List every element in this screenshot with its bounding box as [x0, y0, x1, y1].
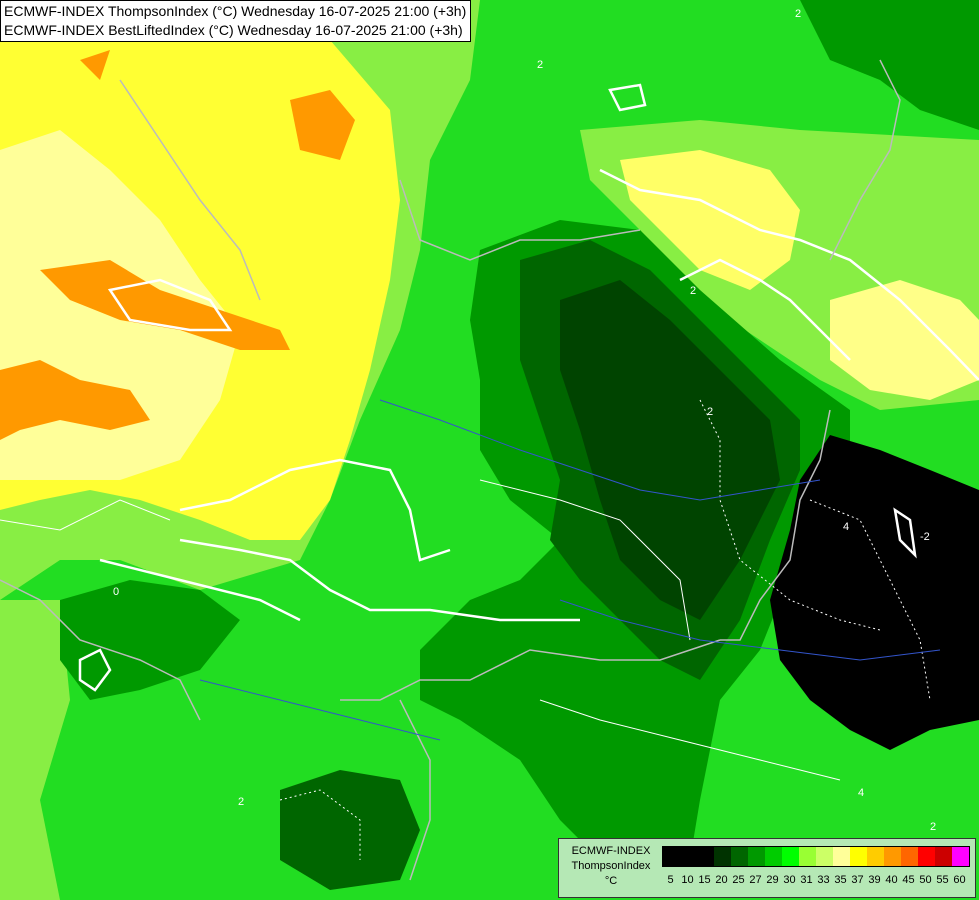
legend-tick-label: 25 — [732, 874, 745, 886]
contour-label: 2 — [238, 796, 244, 808]
legend-tick-label: 20 — [715, 874, 728, 886]
legend-tick-label: 33 — [817, 874, 830, 886]
legend-swatch — [680, 847, 697, 866]
legend-tick-label: 30 — [783, 874, 796, 886]
legend-tick-label: 45 — [902, 874, 915, 886]
contour-label: 4 — [858, 787, 864, 799]
black-region-east — [770, 435, 979, 750]
contour-label: 0 — [113, 586, 119, 598]
legend-swatch — [782, 847, 799, 866]
contour-label: 2 — [537, 59, 543, 71]
darkest-green-region-central — [560, 280, 780, 620]
legend-swatch — [663, 847, 680, 866]
legend-swatch — [884, 847, 901, 866]
legend-tick-label: 39 — [868, 874, 881, 886]
map-title-box: ECMWF-INDEX ThompsonIndex (°C) Wednesday… — [0, 0, 472, 42]
legend-swatch — [748, 847, 765, 866]
legend-swatch — [731, 847, 748, 866]
legend-swatch — [850, 847, 867, 866]
legend-swatch — [799, 847, 816, 866]
light-green-region-southwest — [0, 600, 70, 900]
legend-tick-label: 37 — [851, 874, 864, 886]
legend-swatch — [765, 847, 782, 866]
legend-swatch — [901, 847, 918, 866]
title-line-2: ECMWF-INDEX BestLiftedIndex (°C) Wednesd… — [4, 22, 463, 38]
color-legend: ECMWF-INDEX ThompsonIndex °C 5 10 15 20 25 27… — [558, 838, 976, 898]
legend-swatch — [816, 847, 833, 866]
legend-tick-label: 5 — [667, 874, 674, 886]
contour-label: 2 — [707, 406, 713, 418]
dark-green-region-southwest — [60, 580, 240, 700]
legend-swatch — [867, 847, 884, 866]
legend-title: ECMWF-INDEX — [571, 845, 651, 857]
title-line-1: ECMWF-INDEX ThompsonIndex (°C) Wednesday… — [4, 3, 467, 19]
dark-green-region-south — [280, 770, 420, 890]
legend-unit: °C — [604, 875, 618, 887]
legend-swatch — [952, 847, 969, 866]
legend-swatch — [833, 847, 850, 866]
contour-label: 2 — [930, 821, 936, 833]
contour-label: 2 — [690, 285, 696, 297]
dotted-contours — [279, 399, 931, 860]
legend-ticks: 5 10 15 20 25 27 29 30 31 33 35 37 39 40 45 50 55 60 — [662, 874, 968, 886]
legend-tick-label: 55 — [936, 874, 949, 886]
legend-swatch — [714, 847, 731, 866]
contour-labels: 2 2 2 4 4 2 0 -2 2 2 — [113, 8, 936, 833]
white-contours — [78, 83, 979, 692]
legend-tick-label: 10 — [681, 874, 694, 886]
legend-tick-label: 15 — [698, 874, 711, 886]
legend-tick-label: 29 — [766, 874, 779, 886]
rivers — [199, 399, 941, 741]
legend-tick-label: 60 — [953, 874, 966, 886]
thin-white-contours — [0, 479, 841, 781]
contour-label: -2 — [920, 531, 930, 543]
legend-subtitle: ThompsonIndex — [571, 860, 651, 872]
contour-label: 2 — [795, 8, 801, 20]
orange-patch-2 — [0, 360, 150, 440]
legend-swatch — [918, 847, 935, 866]
legend-tick-label: 40 — [885, 874, 898, 886]
legend-tick-label: 27 — [749, 874, 762, 886]
orange-patch-4 — [80, 50, 110, 80]
yellow-region-east — [830, 280, 979, 400]
legend-tick-label: 50 — [919, 874, 932, 886]
orange-patch-3 — [290, 90, 355, 160]
contour-label: 4 — [843, 521, 849, 533]
dark-green-region-east-north — [800, 0, 979, 130]
legend-swatch — [935, 847, 952, 866]
legend-swatch — [697, 847, 714, 866]
legend-tick-label: 31 — [800, 874, 813, 886]
country-borders — [0, 59, 901, 881]
yellow-region-northeast — [620, 150, 800, 290]
legend-swatches — [662, 846, 970, 867]
legend-tick-label: 35 — [834, 874, 847, 886]
